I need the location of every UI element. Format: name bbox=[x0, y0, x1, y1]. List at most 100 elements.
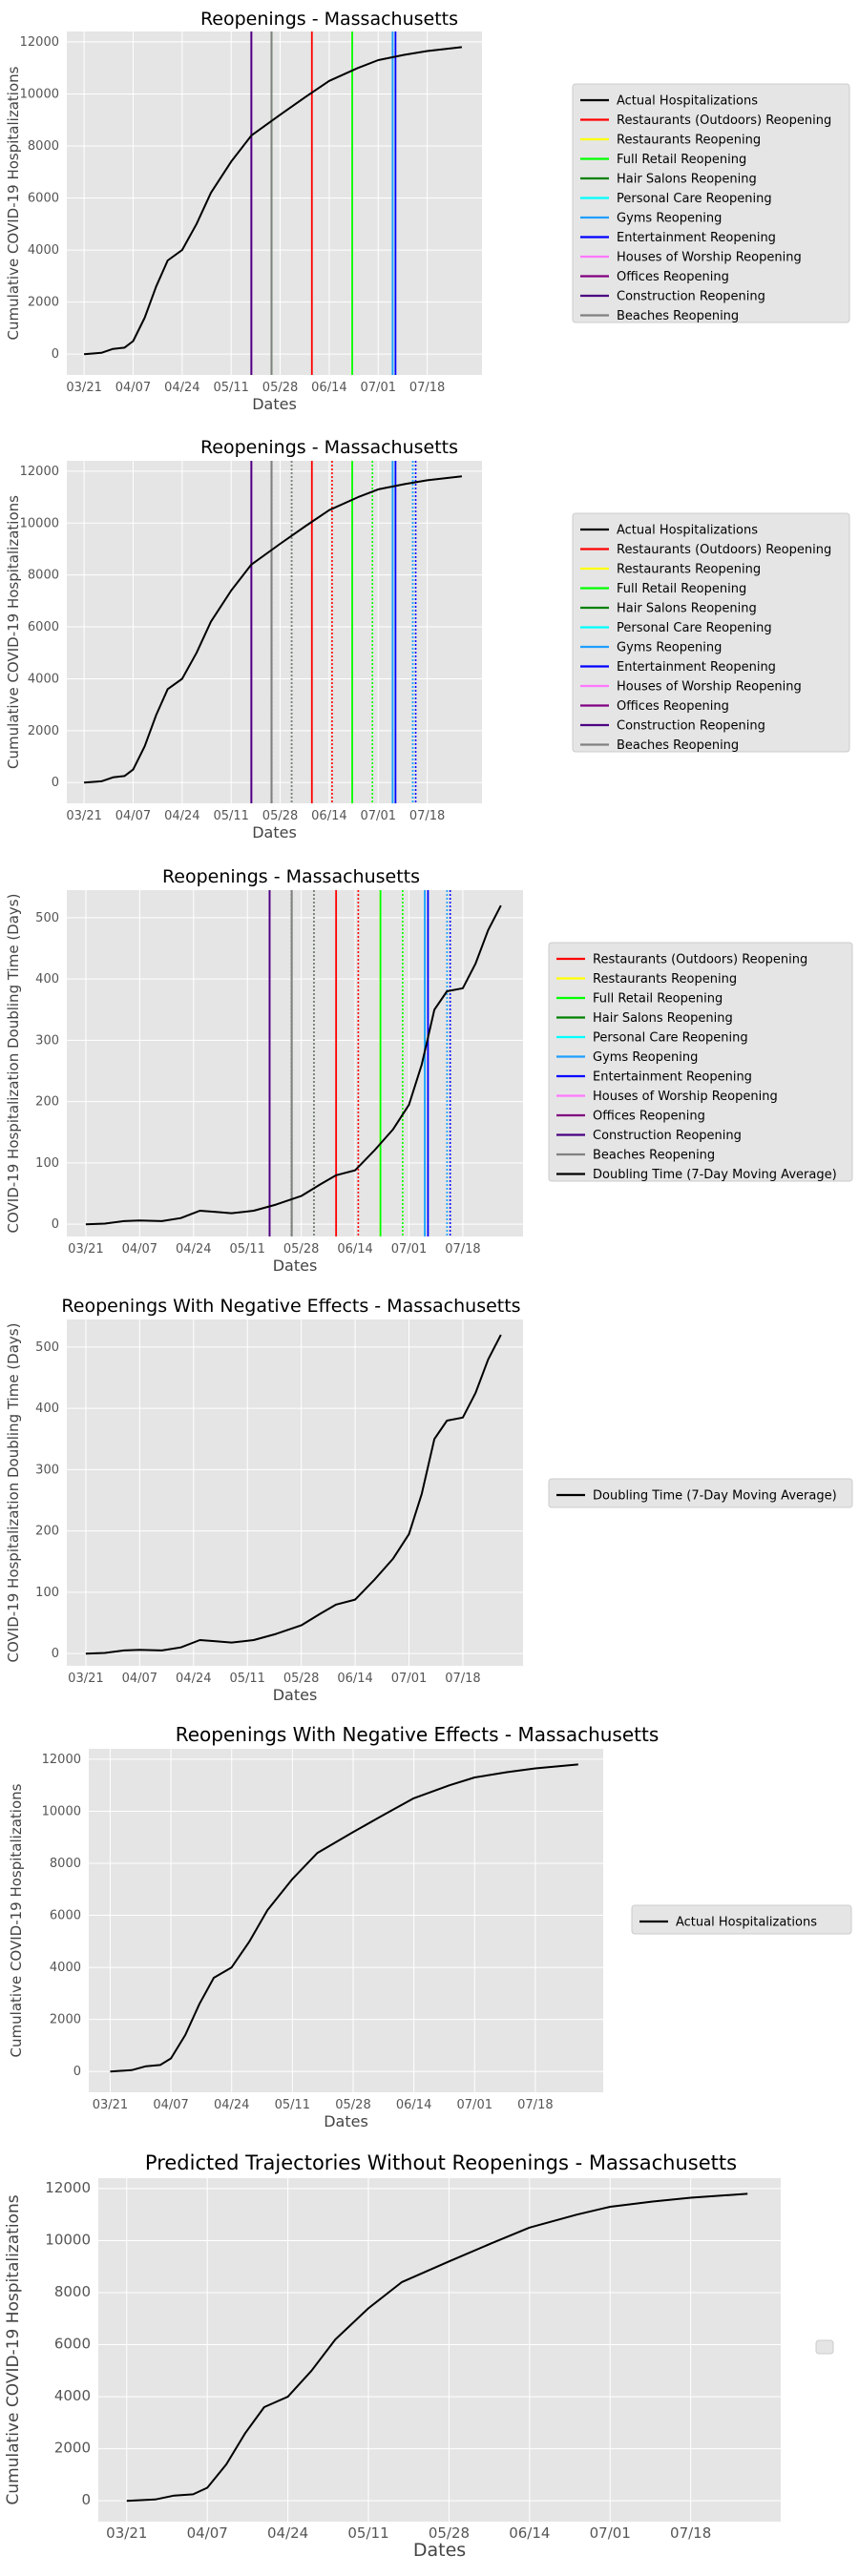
legend: Restaurants (Outdoors) Reopening Restaura… bbox=[548, 942, 853, 1182]
y-tick-label: 300 bbox=[35, 1033, 59, 1048]
y-axis-label: Cumulative COVID-19 Hospitalizations bbox=[5, 66, 22, 340]
x-tick-label: 06/14 bbox=[311, 809, 346, 823]
y-tick-label: 2000 bbox=[54, 2440, 91, 2457]
legend-box bbox=[548, 1478, 853, 1508]
legend-label: Houses of Worship Reopening bbox=[617, 680, 802, 695]
legend-label: Construction Reopening bbox=[593, 1129, 742, 1143]
x-tick-label: 07/01 bbox=[361, 809, 396, 823]
y-tick-label: 0 bbox=[52, 1647, 59, 1661]
y-tick-label: 8000 bbox=[54, 2283, 91, 2300]
y-tick-label: 100 bbox=[35, 1156, 59, 1171]
legend-box bbox=[548, 942, 853, 1182]
legend: Actual Hospitalizations Restaurants (Outd… bbox=[572, 512, 850, 753]
x-tick-label: 04/07 bbox=[115, 809, 151, 823]
series-line bbox=[110, 1763, 578, 2073]
y-tick-label: 4000 bbox=[50, 1961, 81, 1975]
y-tick-label: 10000 bbox=[42, 1804, 81, 1818]
x-axis-label: Dates bbox=[273, 1686, 318, 1704]
y-tick-label: 2000 bbox=[28, 724, 59, 738]
x-tick-label: 04/07 bbox=[122, 1672, 157, 1686]
legend-label: Offices Reopening bbox=[617, 270, 729, 284]
x-tick-label: 05/28 bbox=[262, 381, 298, 395]
y-tick-label: 0 bbox=[52, 347, 59, 362]
legend-label: Construction Reopening bbox=[617, 290, 765, 304]
legend-label: Gyms Reopening bbox=[593, 1050, 698, 1065]
legend-label: Restaurants (Outdoors) Reopening bbox=[617, 543, 831, 557]
y-tick-label: 100 bbox=[35, 1586, 59, 1600]
y-tick-label: 2000 bbox=[50, 2013, 81, 2027]
x-tick-label: 07/18 bbox=[409, 381, 445, 395]
legend-label: Actual Hospitalizations bbox=[617, 524, 758, 538]
plot-area bbox=[89, 1749, 603, 2092]
x-tick-label: 03/21 bbox=[68, 1242, 103, 1257]
legend-label: Construction Reopening bbox=[617, 719, 765, 734]
y-tick-label: 4000 bbox=[54, 2387, 91, 2404]
chart-title: Reopenings - Massachusetts bbox=[200, 437, 458, 458]
legend-box bbox=[815, 2339, 834, 2355]
y-axis-label: Cumulative COVID-19 Hospitalizations bbox=[8, 1783, 25, 2057]
legend-box bbox=[631, 1904, 852, 1935]
legend-label: Hair Salons Reopening bbox=[593, 1011, 733, 1026]
y-tick-label: 4000 bbox=[28, 672, 59, 686]
y-tick-label: 12000 bbox=[20, 465, 59, 479]
legend: Actual Hospitalizations bbox=[631, 1904, 852, 1935]
y-tick-label: 12000 bbox=[42, 1753, 81, 1767]
y-tick-label: 8000 bbox=[28, 139, 59, 154]
legend-box bbox=[572, 83, 850, 323]
x-tick-label: 04/24 bbox=[164, 809, 199, 823]
x-tick-label: 05/11 bbox=[213, 809, 248, 823]
legend-label: Personal Care Reopening bbox=[593, 1031, 748, 1046]
x-tick-label: 03/21 bbox=[106, 2524, 147, 2542]
x-tick-label: 03/21 bbox=[66, 809, 101, 823]
y-tick-label: 8000 bbox=[28, 569, 59, 583]
x-tick-label: 05/28 bbox=[283, 1242, 319, 1257]
y-tick-label: 0 bbox=[81, 2491, 91, 2508]
x-tick-label: 04/24 bbox=[176, 1672, 211, 1686]
x-tick-label: 04/24 bbox=[214, 2098, 249, 2112]
x-tick-label: 04/07 bbox=[115, 381, 151, 395]
chart-title: Reopenings - Massachusetts bbox=[162, 866, 420, 887]
legend bbox=[815, 2339, 834, 2355]
legend-label: Hair Salons Reopening bbox=[617, 602, 757, 616]
x-axis-label: Dates bbox=[324, 2112, 368, 2130]
y-tick-label: 10000 bbox=[20, 516, 59, 530]
legend-box bbox=[572, 512, 850, 753]
legend-label: Beaches Reopening bbox=[617, 738, 739, 753]
chart-title: Reopenings - Massachusetts bbox=[200, 9, 458, 30]
x-tick-label: 05/11 bbox=[229, 1672, 264, 1686]
x-tick-label: 06/14 bbox=[396, 2098, 431, 2112]
legend-label: Full Retail Reopening bbox=[617, 582, 746, 596]
plot-area bbox=[98, 2178, 781, 2522]
x-tick-label: 07/01 bbox=[590, 2524, 631, 2542]
y-tick-label: 6000 bbox=[54, 2336, 91, 2353]
series-line bbox=[85, 1334, 502, 1655]
chart-panel-6: 03/21 04/07 04/24 05/11 05/28 06/14 07/01 07/18… bbox=[4, 2151, 834, 2561]
y-tick-label: 0 bbox=[73, 2065, 81, 2079]
x-tick-label: 07/01 bbox=[361, 381, 396, 395]
chart-title: Predicted Trajectories Without Reopening… bbox=[145, 2151, 737, 2174]
x-tick-label: 04/24 bbox=[176, 1242, 211, 1257]
x-tick-label: 05/28 bbox=[283, 1672, 319, 1686]
y-tick-label: 200 bbox=[35, 1525, 59, 1539]
x-axis-label: Dates bbox=[252, 823, 297, 841]
legend-label: Hair Salons Reopening bbox=[617, 173, 757, 187]
x-tick-label: 05/28 bbox=[335, 2098, 370, 2112]
x-tick-label: 03/21 bbox=[68, 1672, 103, 1686]
legend-label: Restaurants Reopening bbox=[617, 134, 761, 148]
y-tick-label: 12000 bbox=[20, 35, 59, 50]
legend-label: Restaurants (Outdoors) Reopening bbox=[617, 114, 831, 128]
x-tick-label: 07/18 bbox=[517, 2098, 553, 2112]
y-tick-label: 200 bbox=[35, 1095, 59, 1110]
legend: Doubling Time (7-Day Moving Average) bbox=[548, 1478, 853, 1508]
x-axis-label: Dates bbox=[273, 1257, 318, 1275]
plot-area bbox=[67, 1319, 523, 1666]
x-tick-label: 04/07 bbox=[122, 1242, 157, 1257]
y-tick-label: 10000 bbox=[20, 87, 59, 101]
plot-area bbox=[67, 461, 482, 803]
x-tick-label: 06/14 bbox=[311, 381, 346, 395]
x-tick-label: 05/11 bbox=[275, 2098, 310, 2112]
legend-label: Entertainment Reopening bbox=[617, 660, 776, 675]
legend-label: Houses of Worship Reopening bbox=[593, 1090, 778, 1104]
legend-label: Offices Reopening bbox=[593, 1110, 705, 1124]
